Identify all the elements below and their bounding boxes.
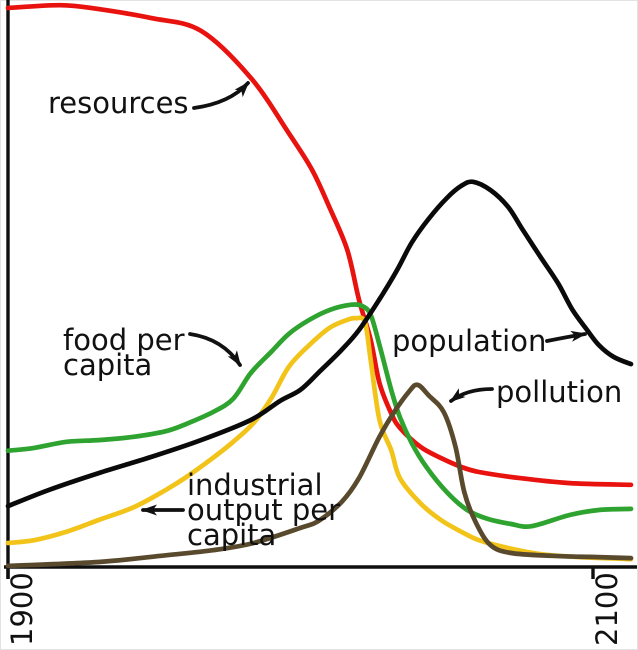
x-tick-label-2100: 2100 [590, 572, 624, 646]
line-resources [5, 2, 634, 488]
x-tick-labels: 1900 2100 [5, 572, 624, 646]
annotation-arrow-population [545, 330, 587, 343]
line-food-per-capita [5, 302, 634, 530]
series-lines [5, 2, 634, 569]
annotation-label-industrial-output-per-capita: industrial output per capita [187, 468, 340, 552]
annotation-label-pollution: pollution [496, 375, 622, 409]
line-industrial-output-per-capita [5, 315, 634, 562]
line-population [5, 179, 634, 509]
axes [4, 0, 637, 579]
annotation-arrow-food-per-capita [188, 332, 242, 367]
annotation-label-food-per-capita: food per capita [63, 323, 185, 382]
annotation-label-population: population [392, 324, 546, 358]
line-pollution [5, 382, 634, 569]
x-tick-label-1900: 1900 [5, 572, 39, 646]
annotation-arrow-pollution [449, 387, 494, 403]
annotation-arrow-resources [192, 81, 250, 110]
annotation-label-resources: resources [48, 86, 189, 120]
annotations: resources food per capita population polluti… [48, 81, 622, 552]
